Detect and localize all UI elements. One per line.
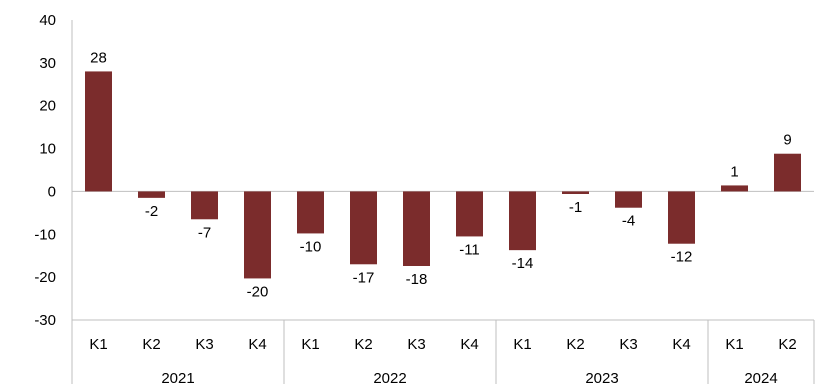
x-category-label: K1 [301, 336, 319, 353]
x-group-label: 2022 [373, 370, 406, 384]
bar [615, 191, 642, 208]
data-label: -17 [353, 269, 375, 286]
x-category-label: K2 [142, 336, 160, 353]
data-label: 1 [730, 163, 738, 180]
y-tick-label: 30 [39, 55, 56, 72]
data-label: -12 [671, 249, 693, 266]
y-tick-label: -30 [34, 312, 56, 329]
data-label: -11 [459, 241, 480, 258]
data-label: -10 [300, 238, 322, 255]
x-category-label: K2 [566, 336, 584, 353]
data-label: 9 [783, 132, 791, 149]
x-category-label: K1 [725, 336, 743, 353]
x-category-label: K4 [460, 336, 478, 353]
data-label: -18 [406, 271, 428, 288]
data-label: -1 [569, 199, 582, 216]
x-category-label: K4 [248, 336, 266, 353]
y-tick-label: 40 [39, 12, 56, 29]
data-label: 28 [90, 49, 107, 66]
x-group-label: 2023 [585, 370, 618, 384]
data-label: -2 [145, 203, 158, 220]
y-tick-label: 20 [39, 98, 56, 115]
x-group-label: 2021 [161, 370, 194, 384]
y-tick-label: -10 [34, 226, 56, 243]
bars [85, 71, 801, 279]
bar [191, 191, 218, 220]
data-label: -4 [622, 213, 635, 230]
x-category-label: K2 [354, 336, 372, 353]
x-category-label: K3 [619, 336, 637, 353]
bar [721, 185, 748, 192]
data-label: -7 [198, 224, 211, 241]
bar [774, 153, 801, 192]
bar [350, 191, 377, 265]
bar [138, 191, 165, 198]
bar [509, 191, 536, 251]
y-tick-label: -20 [34, 269, 56, 286]
y-tick-label: 0 [48, 183, 56, 200]
bar [297, 191, 324, 234]
x-category-label: K3 [195, 336, 213, 353]
x-category-label: K1 [513, 336, 531, 353]
bar [668, 191, 695, 244]
data-labels: 28 -2 -7 -20 -10 -17 -18 -11 -14 -1 -4 -12 1 9 [90, 49, 792, 300]
bar [456, 191, 483, 237]
bar [85, 71, 112, 192]
bar [403, 191, 430, 266]
x-group-label: 2024 [744, 370, 777, 384]
bar [562, 191, 589, 194]
data-label: -20 [247, 283, 269, 300]
x-category-label: K3 [407, 336, 425, 353]
x-category-label: K4 [672, 336, 690, 353]
x-axis: K1 K2 K3 K4 K1 K2 K3 K4 K1 K2 K3 K4 K1 K2 2021 2022 2023… [72, 319, 815, 384]
bar [244, 191, 271, 279]
x-category-label: K1 [89, 336, 107, 353]
data-label: -14 [512, 255, 534, 272]
y-tick-label: 10 [39, 141, 56, 158]
x-category-label: K2 [778, 336, 796, 353]
